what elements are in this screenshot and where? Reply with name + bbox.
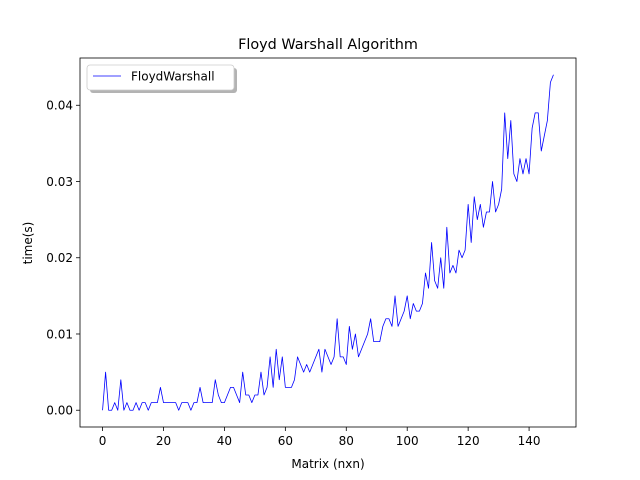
y-tick-label: 0.01 bbox=[46, 327, 73, 341]
legend: FloydWarshall bbox=[86, 64, 237, 93]
x-tick-label: 0 bbox=[99, 434, 107, 448]
x-tick-label: 60 bbox=[278, 434, 293, 448]
y-tick-label: 0.03 bbox=[46, 175, 73, 189]
y-tick-label: 0.02 bbox=[46, 251, 73, 265]
x-tick-label: 100 bbox=[396, 434, 419, 448]
series-line-floydwarshall bbox=[102, 74, 554, 411]
plot-area bbox=[102, 74, 554, 411]
x-axis-ticks: 0 20 40 60 80 100 120 140 bbox=[99, 427, 541, 448]
y-axis-label: time(s) bbox=[21, 222, 35, 265]
legend-box bbox=[86, 64, 235, 91]
legend-label-floydwarshall: FloydWarshall bbox=[131, 70, 215, 84]
x-tick-label: 20 bbox=[156, 434, 171, 448]
x-tick-label: 120 bbox=[457, 434, 480, 448]
y-tick-label: 0.00 bbox=[46, 404, 73, 418]
y-tick-label: 0.04 bbox=[46, 99, 73, 113]
chart-title: Floyd Warshall Algorithm bbox=[238, 37, 418, 53]
x-tick-label: 80 bbox=[339, 434, 354, 448]
x-tick-label: 140 bbox=[518, 434, 541, 448]
axes-frame bbox=[79, 57, 577, 428]
x-axis-label: Matrix (nxn) bbox=[291, 457, 364, 471]
y-axis-ticks: 0.00 0.01 0.02 0.03 0.04 bbox=[46, 99, 80, 418]
x-tick-label: 40 bbox=[217, 434, 232, 448]
